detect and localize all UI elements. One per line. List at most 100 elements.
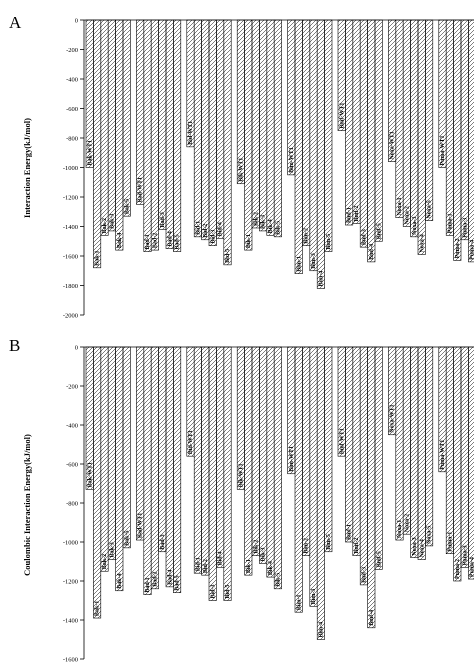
bar-label: Bid-4: [218, 222, 224, 236]
bar-label: Bad-1: [145, 234, 151, 249]
bar: [122, 346, 131, 549]
bar: [417, 19, 426, 255]
bar-label: Bak-4: [117, 573, 123, 588]
bar: [309, 346, 318, 607]
bar-label: Bak-2: [102, 218, 108, 233]
bar-label: Bik-5: [276, 221, 282, 235]
bar: [352, 19, 361, 224]
bar: [395, 346, 404, 541]
bar: [309, 19, 318, 272]
bar: [345, 19, 354, 226]
bar: [165, 19, 174, 249]
bar: [316, 346, 325, 640]
bar: [100, 346, 109, 572]
bar-label: Bik-3: [261, 215, 267, 229]
bar: [359, 19, 368, 248]
bar-label: Bik-3: [261, 547, 267, 561]
bar: [173, 19, 182, 252]
y-tick-label: 0: [75, 344, 78, 351]
bar-label: Bim-5: [326, 234, 332, 250]
bar: [216, 346, 225, 568]
y-tick-label: -1200: [63, 194, 78, 201]
bar-label: Bik-1: [246, 559, 252, 573]
bar-label: Bmf-2: [354, 206, 360, 222]
bar-label: Bad-3: [160, 212, 166, 227]
bar-label: Bmf-WT1: [339, 428, 345, 454]
bar: [410, 19, 419, 238]
bar-label: Bmf-3: [362, 567, 368, 583]
bar-label: Bid-3: [210, 584, 216, 598]
y-tick-label: -1000: [63, 539, 78, 546]
bar-label: Noxa-5: [427, 526, 433, 544]
bar-label: Puma-1: [448, 213, 454, 233]
bar-label: Bid-3: [210, 230, 216, 244]
bar: [100, 19, 109, 236]
bar: [208, 346, 217, 601]
bar: [445, 346, 454, 554]
bar-label: Bak-WT1: [87, 140, 93, 165]
bar-label: Puma-4: [470, 557, 474, 577]
bar-label: Bik-WT1: [239, 463, 245, 487]
bar: [193, 346, 202, 574]
bar-label: Bad-1: [145, 577, 151, 592]
bar: [259, 19, 268, 232]
bar-label: Puma-2: [455, 559, 461, 579]
bar-label: Bad-3: [160, 534, 166, 549]
y-axis-label: Interaction Energy(kJ/mol): [22, 118, 32, 218]
bar: [345, 346, 354, 543]
bar: [136, 346, 145, 541]
bar-label: Bid-5: [225, 249, 231, 263]
bar-label: Bad-4: [167, 231, 173, 246]
y-tick-label: -800: [66, 135, 78, 142]
y-tick-label: -1400: [63, 224, 78, 231]
bars: Bak-WT1Bak-1Bak-2Bak-3Bak-4Bak-5Bad-WT1B…: [85, 346, 474, 640]
bar-label: Bid-4: [218, 551, 224, 565]
bar-label: Puma-WT1: [440, 440, 446, 470]
bar-label: Bak-WT1: [87, 462, 93, 487]
bar-label: Puma-2: [455, 238, 461, 258]
bar: [223, 19, 232, 266]
bar-label: Bmf-4: [369, 244, 375, 260]
bar-label: Bak-5: [124, 531, 130, 546]
bar-label: Noxa-4: [419, 539, 425, 557]
bar-label: Bak-5: [124, 199, 130, 214]
bar-label: Bik-1: [246, 234, 252, 248]
bar-label: Bmf-2: [354, 538, 360, 554]
y-tick-label: -1800: [63, 283, 78, 290]
bar-label: Bim-2: [304, 538, 310, 554]
bar: [143, 346, 152, 595]
bar-label: Bmf-1: [347, 207, 353, 223]
bar: [208, 19, 217, 246]
bar-label: Bak-1: [95, 250, 101, 265]
bar: [410, 346, 419, 558]
bar: [294, 346, 303, 613]
y-tick-label: -1200: [63, 578, 78, 585]
bar-label: Bak-3: [110, 214, 116, 229]
bar: [367, 346, 376, 629]
bar: [143, 19, 152, 252]
bar-label: Bad-5: [175, 575, 181, 590]
bar-label: Noxa-1: [397, 520, 403, 538]
bar: [158, 19, 167, 230]
bar: [316, 19, 325, 289]
bar: [216, 19, 225, 239]
y-tick-label: -1400: [63, 617, 78, 624]
bar: [158, 346, 167, 553]
bar: [460, 346, 469, 568]
y-tick-label: -600: [66, 461, 78, 468]
bar: [251, 346, 260, 556]
bar: [425, 19, 434, 221]
bar: [395, 19, 404, 218]
bar-label: Bak-1: [95, 601, 101, 616]
bar-label: Bim-4: [319, 271, 325, 287]
bar-label: Bim-3: [311, 589, 317, 605]
y-tick-label: -600: [66, 106, 78, 113]
bar: [223, 346, 232, 601]
bar-label: Bad-2: [153, 233, 159, 248]
bar-label: Bik-4: [268, 561, 274, 575]
bar: [115, 346, 124, 592]
bar-label: Noxa-2: [405, 206, 411, 224]
bar-label: Bim-WT1: [289, 147, 295, 173]
bar-label: Puma-3: [462, 545, 468, 565]
